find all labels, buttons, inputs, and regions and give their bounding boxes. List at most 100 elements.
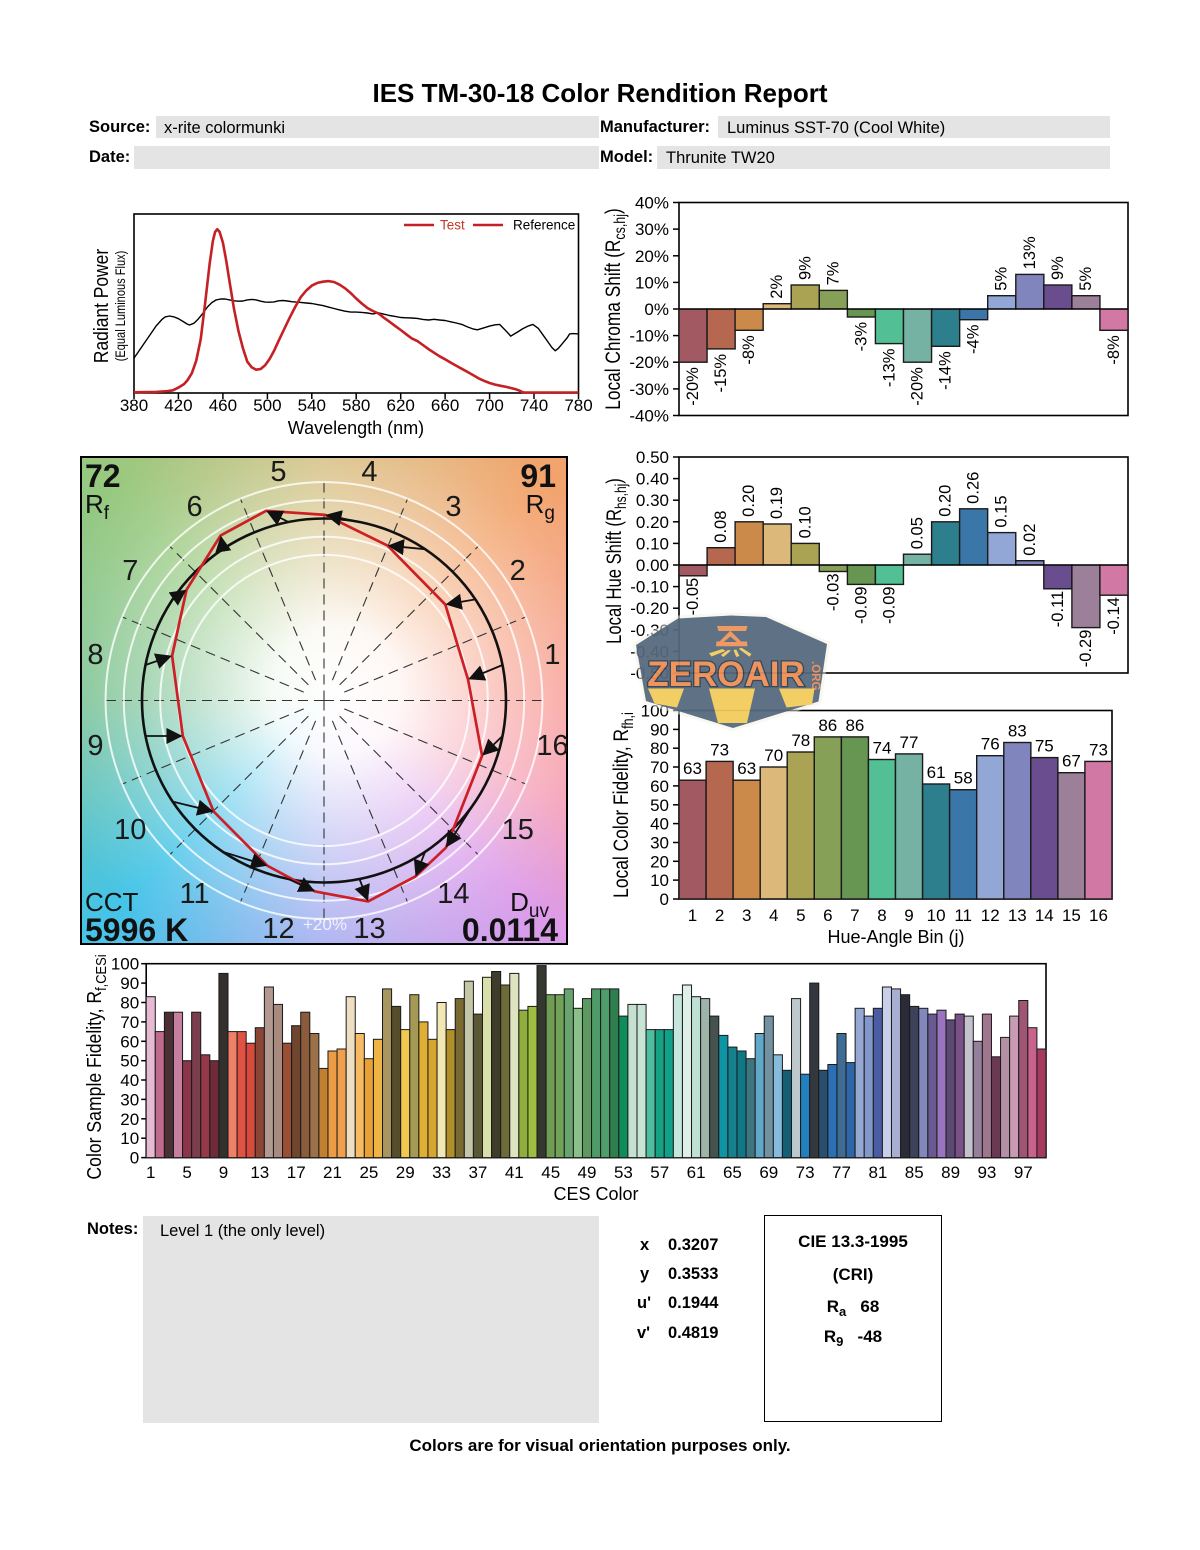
svg-text:25: 25 [359,1163,378,1182]
svg-text:6: 6 [823,906,832,925]
svg-text:5996 K: 5996 K [85,912,188,948]
svg-text:53: 53 [614,1163,633,1182]
svg-text:Local Color Fidelity, Rfh,i: Local Color Fidelity, Rfh,i [609,712,636,898]
svg-text:+20%: +20% [303,915,347,934]
svg-text:50: 50 [650,796,669,815]
svg-text:-0.20: -0.20 [630,599,669,618]
svg-text:10: 10 [114,814,146,846]
svg-text:8: 8 [87,639,103,671]
svg-text:-13%: -13% [881,348,899,387]
svg-text:74: 74 [873,739,892,758]
svg-text:0: 0 [130,1149,139,1168]
svg-text:100: 100 [111,955,139,974]
svg-text:-0.11: -0.11 [1049,591,1067,627]
svg-text:20: 20 [120,1110,139,1129]
svg-text:-0.03: -0.03 [824,574,842,612]
svg-text:41: 41 [505,1163,524,1182]
svg-text:90: 90 [650,720,669,739]
svg-text:3: 3 [742,906,751,925]
svg-text:(Equal Luminous Flux): (Equal Luminous Flux) [113,251,128,362]
svg-text:0.08: 0.08 [712,511,730,543]
svg-text:-8%: -8% [1105,335,1123,365]
svg-text:75: 75 [1035,737,1054,756]
svg-text:Test: Test [440,218,465,233]
svg-text:40: 40 [650,815,669,834]
svg-text:70: 70 [764,746,783,765]
svg-text:0.26: 0.26 [965,472,983,504]
svg-text:0.40: 0.40 [636,470,669,489]
svg-text:10%: 10% [635,273,669,292]
svg-text:Rg: Rg [526,489,555,524]
svg-text:660: 660 [431,396,459,415]
svg-text:0.00: 0.00 [636,556,669,575]
svg-text:30%: 30% [635,220,669,239]
svg-text:ZEROAIR: ZEROAIR [647,655,805,694]
svg-text:9: 9 [219,1163,228,1182]
svg-text:1: 1 [544,639,560,671]
svg-text:21: 21 [323,1163,342,1182]
svg-text:1: 1 [146,1163,155,1182]
svg-text:0.20: 0.20 [937,485,955,517]
svg-text:-0.14: -0.14 [1105,597,1123,635]
svg-text:14: 14 [437,878,469,910]
svg-text:Local Chroma Shift (Rcs,hj): Local Chroma Shift (Rcs,hj) [601,208,628,410]
svg-text:7%: 7% [824,261,842,285]
svg-text:80: 80 [650,739,669,758]
svg-text:5%: 5% [993,267,1011,291]
svg-text:9: 9 [904,906,913,925]
svg-text:15: 15 [502,814,534,846]
svg-text:77: 77 [832,1163,851,1182]
svg-text:63: 63 [737,759,756,778]
svg-text:63: 63 [683,759,702,778]
svg-text:9%: 9% [1049,256,1067,280]
svg-text:-0.09: -0.09 [852,586,870,624]
svg-text:-20%: -20% [684,367,702,406]
svg-text:740: 740 [520,396,548,415]
svg-text:77: 77 [900,733,919,752]
svg-text:4: 4 [769,906,778,925]
svg-text:20: 20 [650,852,669,871]
svg-text:0%: 0% [644,300,669,319]
svg-text:14: 14 [1035,906,1054,925]
svg-text:20%: 20% [635,247,669,266]
svg-text:9%: 9% [796,256,814,280]
svg-text:580: 580 [342,396,370,415]
svg-text:29: 29 [396,1163,415,1182]
svg-text:49: 49 [578,1163,597,1182]
svg-text:65: 65 [723,1163,742,1182]
svg-text:80: 80 [120,994,139,1013]
svg-text:0.0114: 0.0114 [462,912,558,948]
svg-text:-0.29: -0.29 [1077,630,1095,668]
svg-text:5: 5 [182,1163,191,1182]
svg-text:73: 73 [710,740,729,759]
svg-text:15: 15 [1062,906,1081,925]
svg-text:10: 10 [650,871,669,890]
svg-text:60: 60 [120,1032,139,1051]
svg-text:-4%: -4% [965,324,983,354]
svg-text:16: 16 [536,730,568,762]
svg-text:0.10: 0.10 [796,506,814,538]
svg-text:40%: 40% [635,194,669,213]
svg-text:3: 3 [445,491,461,523]
svg-text:Color Sample Fidelity, Rf,CESi: Color Sample Fidelity, Rf,CESi [84,954,109,1179]
svg-text:-40%: -40% [629,407,669,426]
svg-text:13: 13 [353,913,385,945]
svg-text:7: 7 [122,555,138,587]
svg-text:Local Hue Shift (Rhs,hj): Local Hue Shift (Rhs,hj) [603,478,629,644]
svg-text:-0.10: -0.10 [630,578,669,597]
svg-text:0.19: 0.19 [768,487,786,519]
svg-text:5: 5 [796,906,805,925]
svg-text:-20%: -20% [909,367,927,406]
svg-text:13%: 13% [1021,236,1039,269]
svg-text:58: 58 [954,769,973,788]
svg-text:9: 9 [87,730,103,762]
svg-text:81: 81 [868,1163,887,1182]
svg-text:11: 11 [954,906,972,925]
svg-text:380: 380 [120,396,148,415]
svg-text:30: 30 [120,1090,139,1109]
svg-text:85: 85 [905,1163,924,1182]
svg-text:-0.09: -0.09 [881,586,899,624]
svg-text:-15%: -15% [712,354,730,393]
svg-text:CES Color: CES Color [553,1184,638,1204]
svg-text:.ORG: .ORG [809,661,821,690]
